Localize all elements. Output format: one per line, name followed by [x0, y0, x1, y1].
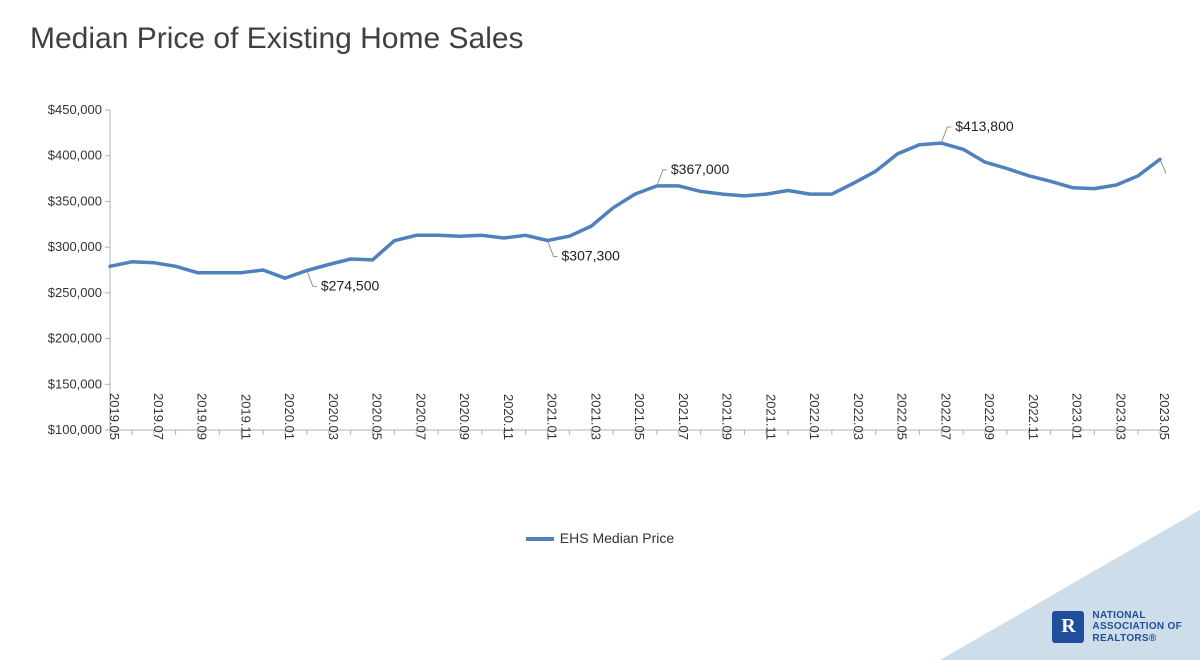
svg-text:2021.11: 2021.11: [763, 394, 778, 440]
svg-text:2020.11: 2020.11: [501, 394, 516, 440]
svg-text:2022.09: 2022.09: [982, 393, 997, 440]
svg-text:2019.11: 2019.11: [238, 394, 253, 440]
svg-text:2022.07: 2022.07: [938, 393, 953, 440]
svg-text:$367,000: $367,000: [671, 161, 730, 177]
svg-text:2022.11: 2022.11: [1026, 394, 1041, 440]
brand-logo: R NATIONAL ASSOCIATION OF REALTORS®: [1052, 610, 1182, 645]
svg-text:2019.05: 2019.05: [107, 393, 122, 440]
svg-text:2020.03: 2020.03: [326, 393, 341, 440]
logo-mark: R: [1052, 611, 1084, 643]
line-chart-svg: $100,000 $150,000 $200,000 $250,000 $300,000…: [30, 100, 1170, 530]
svg-text:2022.01: 2022.01: [807, 393, 822, 440]
svg-text:2023.01: 2023.01: [1070, 393, 1085, 440]
logo-line1: NATIONAL: [1092, 610, 1182, 622]
svg-text:2021.09: 2021.09: [720, 393, 735, 440]
svg-text:$100,000: $100,000: [48, 422, 102, 437]
svg-text:$413,800: $413,800: [955, 118, 1014, 134]
svg-text:$250,000: $250,000: [48, 285, 102, 300]
svg-text:2021.01: 2021.01: [545, 393, 560, 440]
svg-text:2020.01: 2020.01: [282, 393, 297, 440]
svg-text:$274,500: $274,500: [321, 277, 380, 293]
logo-line2: ASSOCIATION OF: [1092, 621, 1182, 633]
legend-swatch: [526, 537, 554, 541]
svg-text:$400,000: $400,000: [48, 148, 102, 163]
logo-text: NATIONAL ASSOCIATION OF REALTORS®: [1092, 610, 1182, 645]
svg-text:2020.07: 2020.07: [413, 393, 428, 440]
svg-text:$350,000: $350,000: [48, 193, 102, 208]
svg-text:2019.07: 2019.07: [151, 393, 166, 440]
legend-label: EHS Median Price: [560, 530, 674, 546]
svg-text:2022.03: 2022.03: [851, 393, 866, 440]
svg-text:$150,000: $150,000: [48, 376, 102, 391]
svg-text:2022.05: 2022.05: [895, 393, 910, 440]
logo-line3: REALTORS®: [1092, 633, 1182, 645]
svg-text:2023.03: 2023.03: [1113, 393, 1128, 440]
svg-text:$300,000: $300,000: [48, 239, 102, 254]
svg-text:2021.07: 2021.07: [676, 393, 691, 440]
svg-text:2021.05: 2021.05: [632, 393, 647, 440]
svg-text:2021.03: 2021.03: [588, 393, 603, 440]
svg-text:$200,000: $200,000: [48, 331, 102, 346]
chart-area: $100,000 $150,000 $200,000 $250,000 $300,000…: [30, 100, 1170, 530]
svg-text:2019.09: 2019.09: [195, 393, 210, 440]
svg-text:2023.05: 2023.05: [1157, 393, 1170, 440]
chart-title: Median Price of Existing Home Sales: [30, 22, 524, 56]
svg-text:2020.09: 2020.09: [457, 393, 472, 440]
svg-text:2020.05: 2020.05: [370, 393, 385, 440]
svg-text:$450,000: $450,000: [48, 102, 102, 117]
svg-text:$307,300: $307,300: [562, 247, 621, 263]
